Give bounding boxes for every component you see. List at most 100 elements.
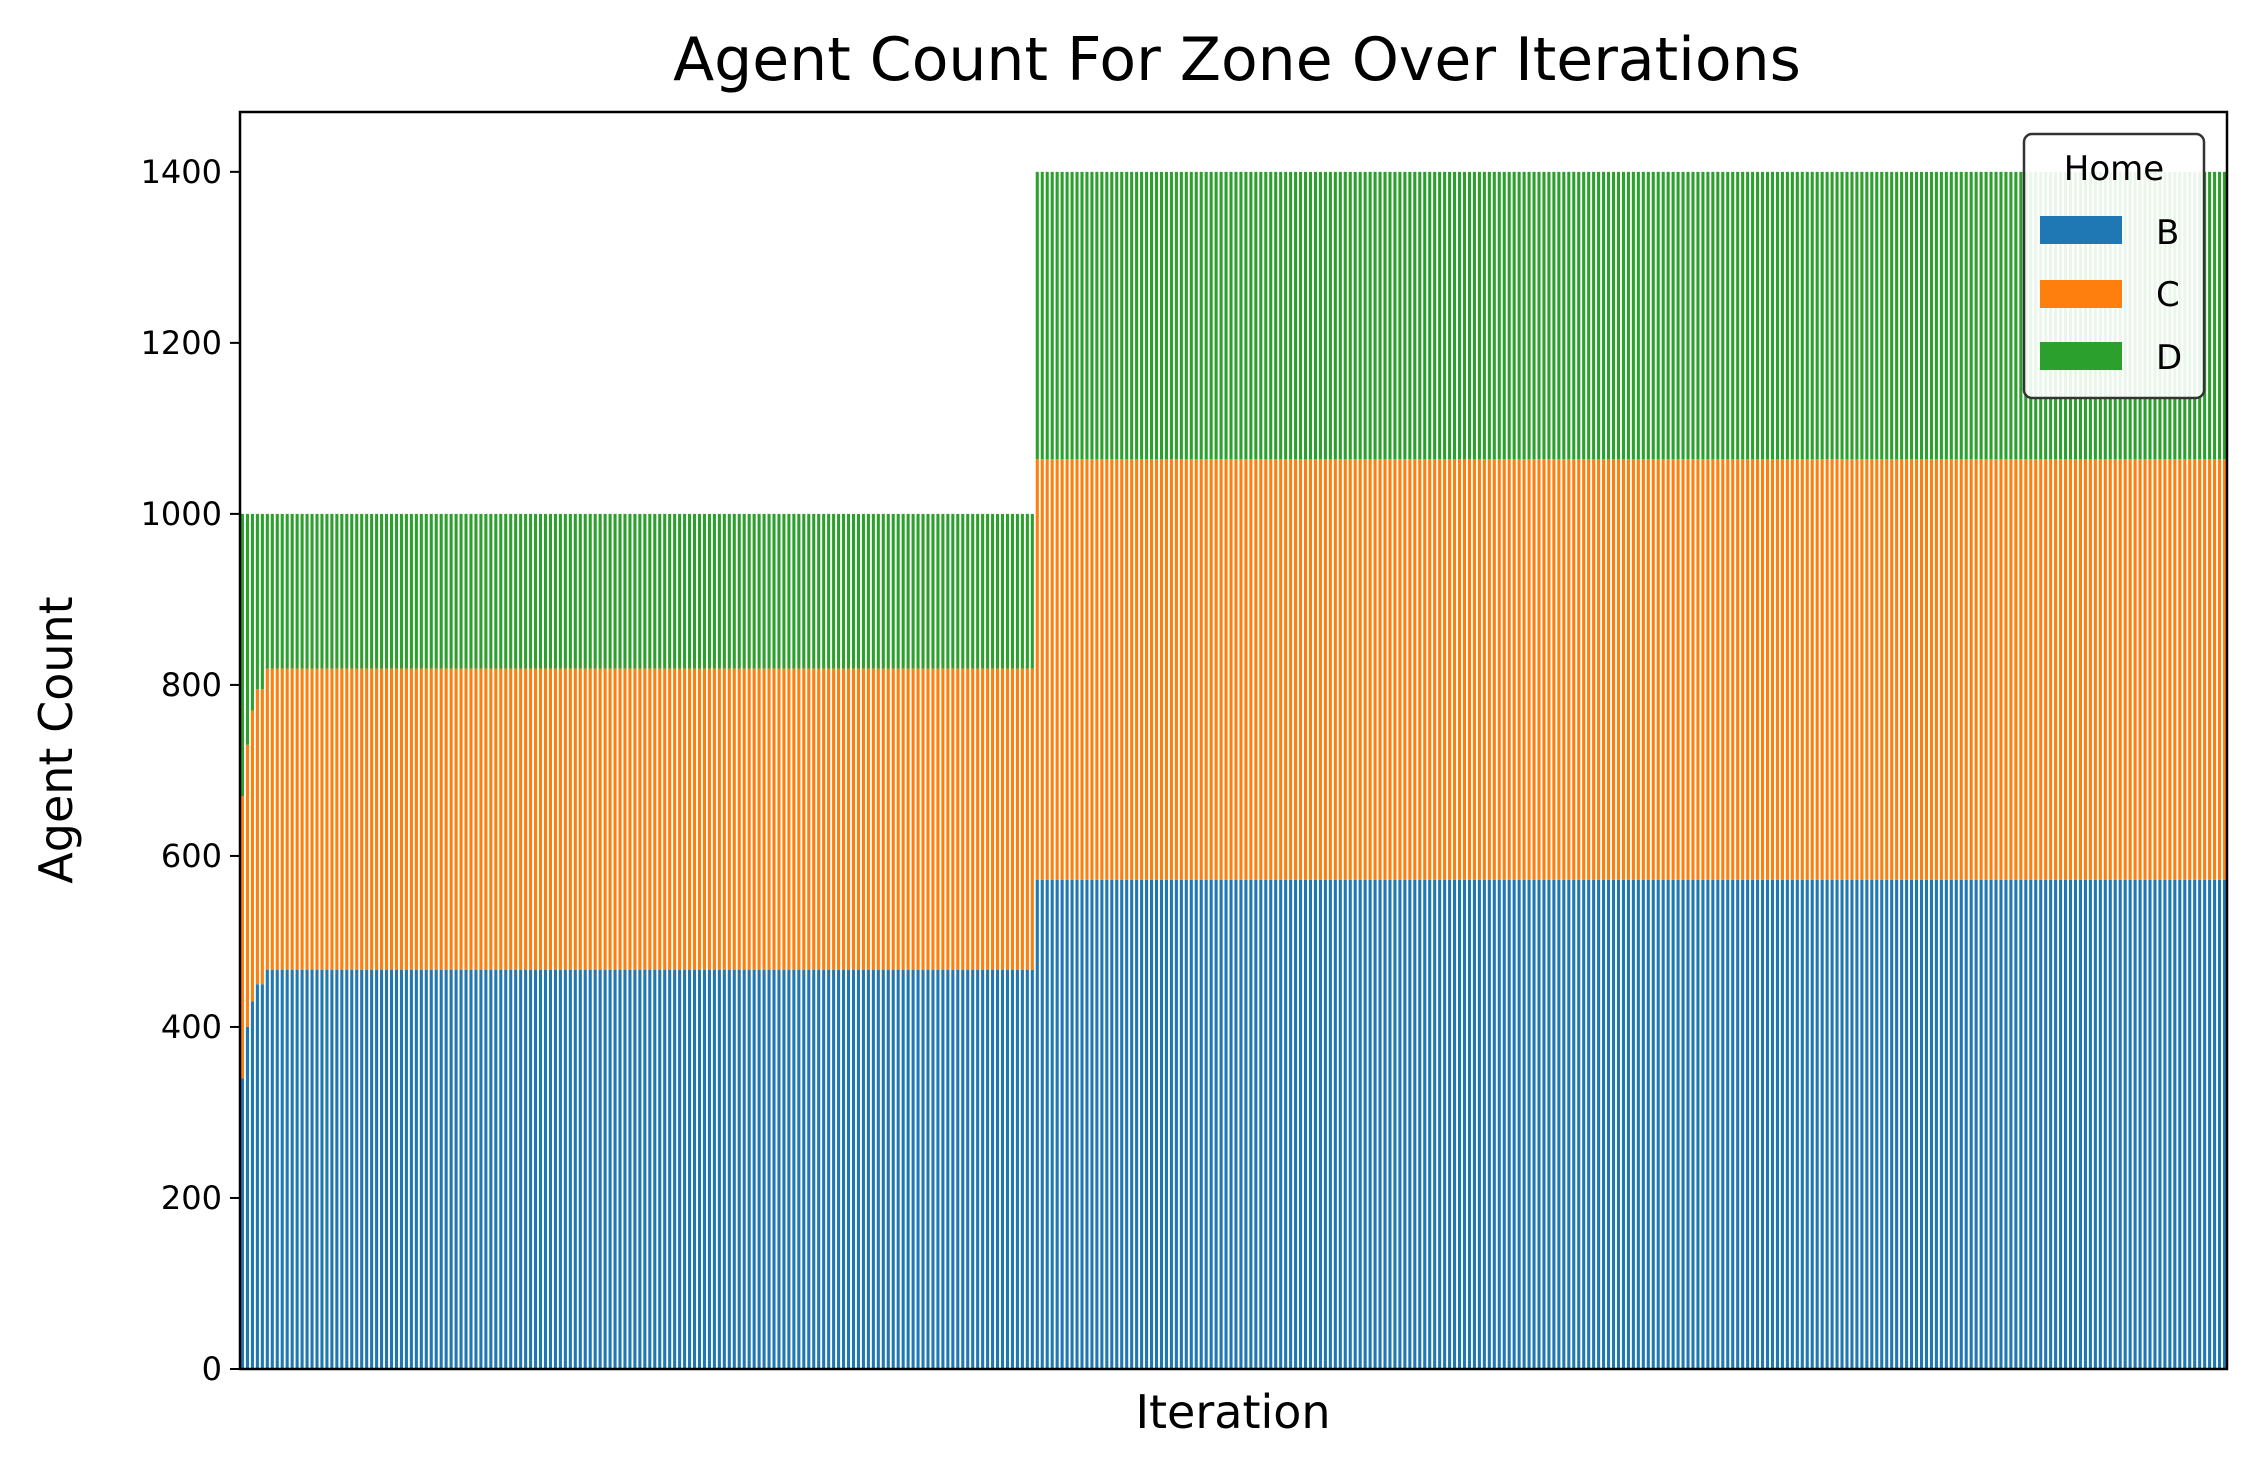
bar-d-iter-197 bbox=[1214, 171, 1218, 460]
bar-d-iter-330 bbox=[1875, 171, 1879, 460]
bar-b-iter-14 bbox=[305, 969, 309, 1369]
bar-b-iter-102 bbox=[742, 969, 746, 1369]
bar-c-iter-256 bbox=[1507, 459, 1511, 880]
bar-c-iter-38 bbox=[424, 668, 428, 970]
bar-c-iter-260 bbox=[1527, 459, 1531, 880]
bar-d-iter-116 bbox=[812, 513, 816, 669]
bar-c-iter-65 bbox=[558, 668, 562, 970]
bar-d-iter-209 bbox=[1274, 171, 1278, 460]
bar-d-iter-230 bbox=[1378, 171, 1382, 460]
bar-d-iter-28 bbox=[375, 513, 379, 669]
bar-d-iter-134 bbox=[901, 513, 905, 669]
bar-d-iter-49 bbox=[479, 513, 483, 669]
y-tick-label-1400: 1400 bbox=[141, 153, 222, 191]
bar-b-iter-262 bbox=[1537, 879, 1541, 1369]
bar-b-iter-71 bbox=[588, 969, 592, 1369]
bar-c-iter-46 bbox=[464, 668, 468, 970]
bar-d-iter-186 bbox=[1159, 171, 1164, 460]
bar-d-iter-329 bbox=[1870, 171, 1874, 460]
bar-b-iter-30 bbox=[385, 969, 389, 1369]
bar-d-iter-39 bbox=[429, 513, 433, 669]
bar-d-iter-114 bbox=[802, 513, 806, 669]
bar-d-iter-349 bbox=[1969, 171, 1973, 460]
bar-d-iter-147 bbox=[966, 513, 970, 669]
bar-b-iter-230 bbox=[1378, 879, 1382, 1369]
bar-d-iter-265 bbox=[1552, 171, 1556, 460]
bar-c-iter-348 bbox=[1964, 459, 1968, 880]
bar-d-iter-264 bbox=[1547, 171, 1551, 460]
bar-d-iter-106 bbox=[762, 513, 766, 669]
bar-c-iter-215 bbox=[1303, 459, 1308, 880]
bar-c-iter-3 bbox=[250, 710, 254, 1002]
bar-b-iter-328 bbox=[1865, 879, 1869, 1369]
bar-c-iter-120 bbox=[832, 668, 836, 970]
bar-c-iter-189 bbox=[1174, 459, 1178, 880]
bar-b-iter-274 bbox=[1597, 879, 1601, 1369]
bar-b-iter-229 bbox=[1373, 879, 1377, 1369]
bar-b-iter-337 bbox=[1910, 879, 1914, 1369]
bar-d-iter-73 bbox=[598, 513, 602, 669]
bar-c-iter-202 bbox=[1239, 459, 1243, 880]
bar-d-iter-95 bbox=[707, 513, 711, 669]
bar-c-iter-164 bbox=[1050, 459, 1054, 880]
bar-d-iter-280 bbox=[1626, 171, 1630, 460]
bar-b-iter-115 bbox=[807, 969, 811, 1369]
bar-c-iter-276 bbox=[1607, 459, 1611, 880]
bar-b-iter-187 bbox=[1164, 879, 1168, 1369]
bar-d-iter-353 bbox=[1989, 171, 1993, 460]
bar-b-iter-327 bbox=[1860, 879, 1864, 1369]
bar-c-iter-141 bbox=[936, 668, 940, 970]
bar-d-iter-256 bbox=[1507, 171, 1511, 460]
bar-b-iter-150 bbox=[981, 969, 985, 1369]
bar-d-iter-177 bbox=[1115, 171, 1119, 460]
bar-d-iter-328 bbox=[1865, 171, 1869, 460]
bar-b-iter-242 bbox=[1438, 879, 1442, 1369]
bar-b-iter-398 bbox=[2213, 879, 2217, 1369]
bar-d-iter-6 bbox=[265, 513, 269, 669]
bar-b-iter-50 bbox=[484, 969, 488, 1369]
bar-b-iter-397 bbox=[2208, 879, 2212, 1369]
bar-c-iter-269 bbox=[1572, 459, 1576, 880]
bar-d-iter-307 bbox=[1761, 171, 1765, 460]
bar-c-iter-55 bbox=[509, 668, 513, 970]
bar-d-iter-236 bbox=[1408, 171, 1412, 460]
bar-b-iter-264 bbox=[1547, 879, 1551, 1369]
bar-c-iter-80 bbox=[633, 668, 637, 970]
bar-c-iter-250 bbox=[1477, 459, 1481, 880]
bar-c-iter-234 bbox=[1398, 459, 1402, 880]
bar-d-iter-252 bbox=[1487, 171, 1491, 460]
bar-d-iter-161 bbox=[1035, 171, 1039, 460]
bar-b-iter-161 bbox=[1035, 879, 1039, 1369]
bar-c-iter-198 bbox=[1219, 459, 1223, 880]
bar-c-iter-88 bbox=[673, 668, 677, 970]
bar-b-iter-366 bbox=[2054, 879, 2058, 1369]
bar-b-iter-283 bbox=[1641, 879, 1645, 1369]
bar-c-iter-32 bbox=[394, 668, 399, 970]
bar-b-iter-131 bbox=[886, 969, 890, 1369]
bar-b-iter-227 bbox=[1363, 879, 1367, 1369]
bar-b-iter-142 bbox=[941, 969, 945, 1369]
bar-c-iter-41 bbox=[439, 668, 443, 970]
bar-c-iter-157 bbox=[1015, 668, 1019, 970]
bar-d-iter-57 bbox=[519, 513, 523, 669]
bar-b-iter-171 bbox=[1085, 879, 1089, 1369]
bar-c-iter-335 bbox=[1900, 459, 1904, 880]
bar-c-iter-284 bbox=[1646, 459, 1650, 880]
bar-d-iter-14 bbox=[305, 513, 309, 669]
bar-c-iter-321 bbox=[1830, 459, 1834, 880]
bar-d-iter-215 bbox=[1303, 171, 1308, 460]
bar-c-iter-237 bbox=[1413, 459, 1417, 880]
bar-c-iter-132 bbox=[891, 668, 895, 970]
bar-d-iter-103 bbox=[747, 513, 751, 669]
bar-b-iter-222 bbox=[1338, 879, 1342, 1369]
bar-c-iter-235 bbox=[1403, 459, 1407, 880]
bar-d-iter-231 bbox=[1383, 171, 1387, 460]
bar-c-iter-10 bbox=[285, 668, 289, 970]
bar-d-iter-42 bbox=[444, 513, 448, 669]
bar-c-iter-92 bbox=[692, 668, 697, 970]
bar-b-iter-320 bbox=[1825, 879, 1829, 1369]
bar-b-iter-160 bbox=[1030, 969, 1034, 1369]
bar-b-iter-331 bbox=[1880, 879, 1884, 1369]
bar-b-iter-138 bbox=[921, 969, 925, 1369]
